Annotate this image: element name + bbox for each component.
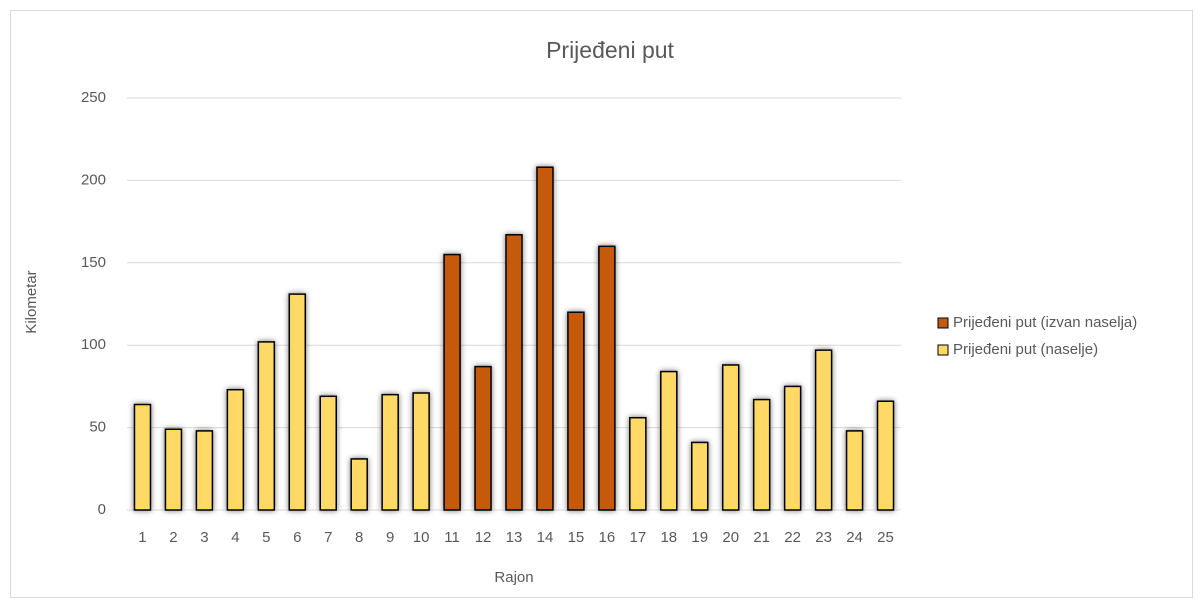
x-tick-label: 15 [568,529,585,546]
y-tick-label: 250 [81,89,106,106]
x-tick-label: 13 [506,529,523,546]
x-tick-label: 4 [231,529,239,546]
legend-label: Prijeđeni put (izvan naselja) [953,314,1137,331]
x-tick-label: 20 [722,529,739,546]
bar [350,458,368,511]
bar [752,398,771,511]
y-tick-label: 50 [89,419,106,436]
bar [505,234,523,511]
x-tick-label: 11 [444,529,460,546]
x-tick-label: 12 [475,529,492,546]
x-tick-label: 18 [660,529,677,546]
y-tick-label: 0 [98,501,106,518]
bar [288,293,307,511]
bar [257,341,276,511]
x-tick-label: 8 [355,529,363,546]
bar [814,349,833,511]
x-tick-label: 17 [629,529,646,546]
bar [876,400,895,511]
bar [443,253,461,511]
x-tick-label: 10 [413,529,430,546]
bar [536,166,554,511]
bar [845,430,864,511]
bar [474,365,492,511]
bar [412,392,430,511]
x-tick-label: 22 [784,529,801,546]
bar [660,370,678,511]
x-tick-label: 1 [138,529,146,546]
y-tick-label: 100 [81,336,106,353]
bar [319,395,337,511]
bar [164,428,183,511]
x-axis-label: Rajon [494,569,533,586]
bar [195,430,214,511]
chart-title: Prijeđeni put [546,37,674,63]
x-tick-label: 19 [691,529,708,546]
bar [721,364,740,511]
bar [629,416,647,511]
x-tick-label: 5 [262,529,270,546]
legend-label: Prijeđeni put (naselje) [953,341,1098,358]
x-tick-label: 21 [753,529,770,546]
bar [381,393,399,511]
legend-swatch [937,317,949,329]
x-tick-label: 3 [200,529,208,546]
bar [691,441,709,511]
bar [567,311,585,511]
x-tick-label: 7 [324,529,332,546]
x-tick-label: 2 [169,529,177,546]
x-tick-label: 6 [293,529,301,546]
bar [133,403,152,511]
x-tick-label: 16 [599,529,616,546]
x-tick-label: 9 [386,529,394,546]
x-tick-label: 14 [537,529,554,546]
bar [598,245,616,511]
legend-swatch [937,344,949,356]
y-tick-label: 200 [81,171,106,188]
y-axis-label: Kilometar [23,270,40,333]
x-tick-label: 23 [815,529,832,546]
y-tick-label: 150 [81,254,106,271]
bar [783,385,802,511]
x-tick-label: 25 [877,529,894,546]
x-tick-label: 24 [846,529,863,546]
bar [226,388,245,511]
